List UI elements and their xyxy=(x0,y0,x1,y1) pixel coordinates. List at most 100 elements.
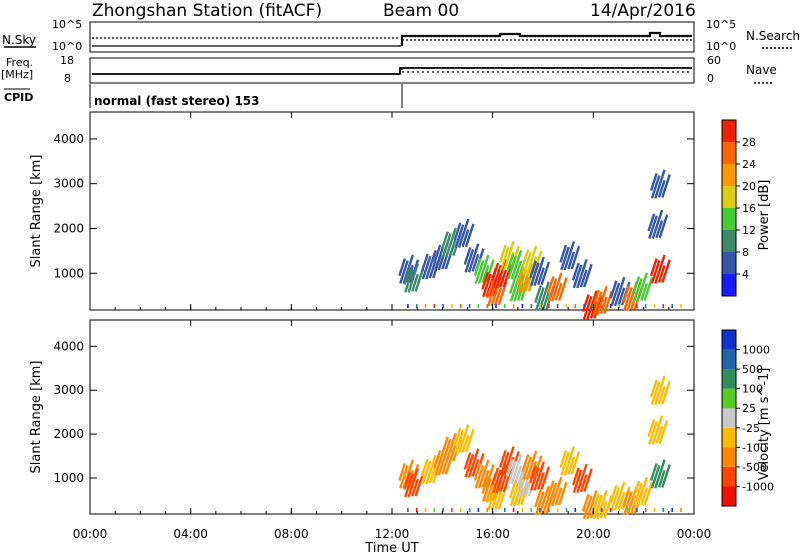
scatter-streak xyxy=(445,227,457,257)
ground-echo xyxy=(504,304,506,308)
ground-echo xyxy=(662,304,665,308)
scatter-streak xyxy=(592,289,600,308)
scatter-streak xyxy=(428,465,437,484)
colorbar-tick-label: 28 xyxy=(742,136,756,149)
scatter-streak xyxy=(609,280,618,299)
scatter-streak xyxy=(547,278,558,302)
freq-tick-top: 18 xyxy=(60,54,74,67)
scatter-streak xyxy=(661,259,671,283)
x-tick-label: 04:00 xyxy=(173,527,208,541)
scatter-streak xyxy=(502,263,513,288)
ground-echo xyxy=(583,304,585,308)
cpid-label: CPID xyxy=(4,91,33,104)
scatter-streak xyxy=(448,238,457,256)
ground-echo xyxy=(521,508,524,512)
scatter-streak xyxy=(411,273,419,292)
colorbar-tick-label: 4 xyxy=(742,268,749,281)
scatter-streak xyxy=(520,263,533,293)
scatter-streak xyxy=(622,489,631,508)
colorbar-segment xyxy=(722,142,736,164)
scatter-streak xyxy=(657,469,666,488)
scatter-streak xyxy=(532,250,543,274)
scatter-streak xyxy=(434,246,445,271)
scatter-streak xyxy=(486,485,495,503)
colorbar-segment xyxy=(722,186,736,208)
ground-echo xyxy=(548,508,550,512)
scatter-streak xyxy=(648,215,658,239)
velocity-y-axis-label: Slant Range [km] xyxy=(29,361,44,474)
scatter-streak xyxy=(448,443,457,462)
scatter-streak xyxy=(503,446,515,476)
scatter-streak xyxy=(441,436,449,455)
scatter-streak xyxy=(540,261,551,286)
scatter-streak xyxy=(516,267,525,286)
scatter-streak xyxy=(576,463,588,494)
ground-echo xyxy=(512,304,515,308)
ground-echo xyxy=(644,508,647,512)
ground-echo xyxy=(451,304,453,308)
power-colorbar-label: Power [dB] xyxy=(757,180,772,251)
scatter-streak xyxy=(425,250,437,280)
colorbar-tick-label: 12 xyxy=(742,224,756,237)
x-tick-label: 20:00 xyxy=(576,527,611,541)
scatter-streak xyxy=(537,267,545,286)
scatter-streak xyxy=(643,481,654,506)
x-tick-label: 00:00 xyxy=(73,527,108,541)
ground-echo xyxy=(495,508,497,512)
scatter-streak xyxy=(640,282,649,301)
scatter-streak xyxy=(623,491,633,515)
ground-echo xyxy=(451,508,453,512)
scatter-streak xyxy=(570,245,581,270)
ground-echo xyxy=(618,304,621,308)
scatter-streak xyxy=(454,224,465,248)
scatter-streak xyxy=(632,276,641,295)
scatter-streak xyxy=(535,491,545,515)
scatter-streak xyxy=(525,450,538,480)
scatter-streak xyxy=(599,296,608,315)
scatter-streak xyxy=(445,433,457,463)
ground-echo xyxy=(609,304,612,308)
scatter-streak xyxy=(414,268,425,292)
y-tick-label: 1000 xyxy=(53,471,84,485)
ground-echo xyxy=(627,304,629,308)
x-tick-label: 00:00 xyxy=(677,527,712,541)
scatter-streak xyxy=(567,251,576,270)
scatter-streak xyxy=(650,175,661,199)
scatter-streak xyxy=(494,491,503,510)
scatter-streak xyxy=(592,493,600,512)
colorbar-segment xyxy=(722,369,736,389)
scatter-streak xyxy=(434,451,445,476)
scatter-streak xyxy=(421,460,432,485)
ground-echo xyxy=(600,304,603,308)
ground-echo xyxy=(486,508,488,512)
ground-echo xyxy=(556,304,559,308)
ground-echo xyxy=(468,304,471,308)
scatter-streak xyxy=(521,454,530,473)
scatter-streak xyxy=(658,214,669,239)
scatter-streak xyxy=(655,220,664,239)
scatter-streak xyxy=(596,490,608,520)
freq-unit: [MHz] xyxy=(1,68,33,81)
scatter-streak xyxy=(441,438,452,463)
colorbar-segment xyxy=(722,408,736,428)
ground-echo xyxy=(565,304,568,308)
scatter-streak xyxy=(533,256,545,287)
power-panel-frame xyxy=(89,111,695,311)
colorbar-segment xyxy=(722,349,736,370)
scatter-streak xyxy=(560,451,570,476)
nave-label: Nave xyxy=(746,63,777,77)
power-y-axis-label: Slant Range [km] xyxy=(29,155,44,268)
freq-label: Freq. xyxy=(6,56,33,69)
scatter-streak xyxy=(497,281,508,306)
scatter-streak xyxy=(510,250,523,280)
ground-echo xyxy=(512,508,515,512)
scatter-streak xyxy=(499,269,508,288)
x-axis-ticks: 00:00 04:00 08:00 12:00 16:00 20:00 00:00 xyxy=(73,112,712,541)
scatter-streak xyxy=(647,419,656,438)
ground-echo xyxy=(433,508,436,512)
scatter-streak xyxy=(571,262,580,281)
colorbar-segment xyxy=(722,230,736,252)
scatter-streak xyxy=(525,245,538,275)
y-tick-label: 3000 xyxy=(53,383,84,397)
